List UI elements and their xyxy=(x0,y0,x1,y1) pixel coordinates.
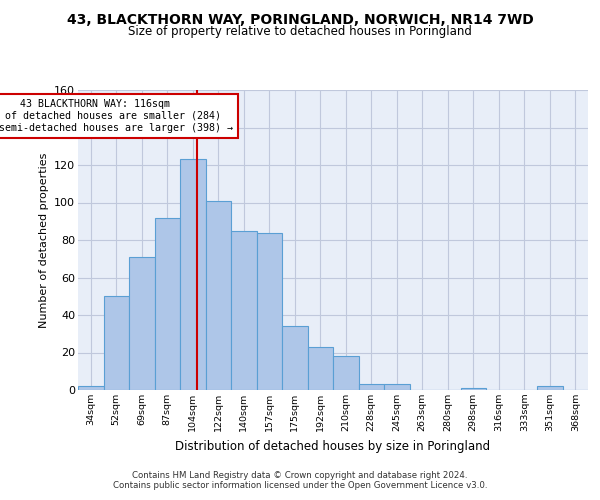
Bar xyxy=(205,200,231,390)
Bar xyxy=(359,384,384,390)
Text: 43, BLACKTHORN WAY, PORINGLAND, NORWICH, NR14 7WD: 43, BLACKTHORN WAY, PORINGLAND, NORWICH,… xyxy=(67,12,533,26)
Bar xyxy=(155,218,180,390)
Bar xyxy=(537,386,563,390)
Bar xyxy=(129,257,155,390)
Bar xyxy=(333,356,359,390)
Text: 43 BLACKTHORN WAY: 116sqm
← 41% of detached houses are smaller (284)
58% of semi: 43 BLACKTHORN WAY: 116sqm ← 41% of detac… xyxy=(0,100,233,132)
Y-axis label: Number of detached properties: Number of detached properties xyxy=(38,152,49,328)
Text: Size of property relative to detached houses in Poringland: Size of property relative to detached ho… xyxy=(128,25,472,38)
Text: Contains HM Land Registry data © Crown copyright and database right 2024.
Contai: Contains HM Land Registry data © Crown c… xyxy=(113,470,487,490)
Bar xyxy=(231,230,257,390)
Bar xyxy=(180,160,205,390)
Bar xyxy=(282,326,308,390)
Bar xyxy=(78,386,104,390)
Bar xyxy=(104,296,129,390)
X-axis label: Distribution of detached houses by size in Poringland: Distribution of detached houses by size … xyxy=(175,440,491,452)
Bar xyxy=(308,347,333,390)
Bar xyxy=(461,388,486,390)
Bar xyxy=(257,232,282,390)
Bar xyxy=(384,384,409,390)
